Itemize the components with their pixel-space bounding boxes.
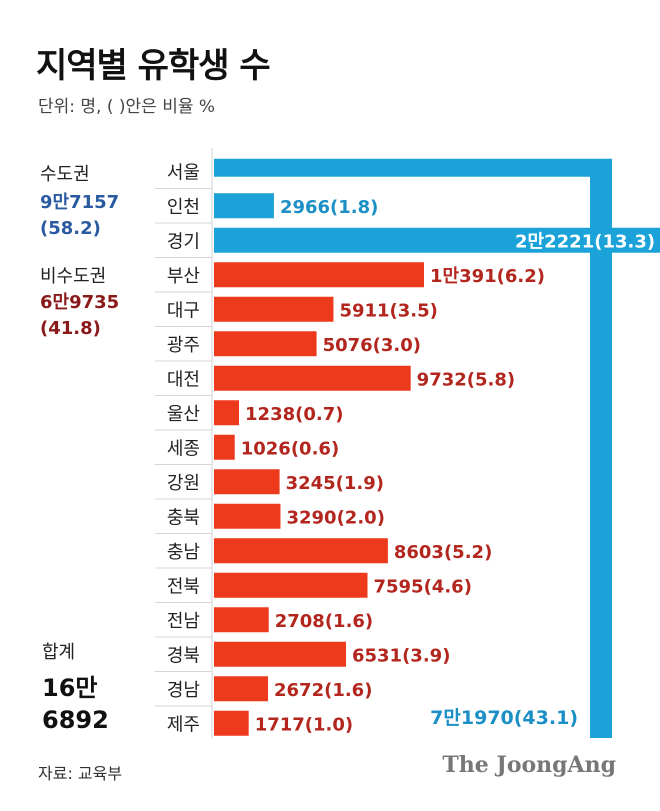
bar-label-13: 2708(1.6)	[275, 611, 373, 632]
region-label-15: 경남	[167, 680, 200, 701]
sum-label: 합계	[42, 642, 76, 663]
region-label-2: 경기	[167, 231, 200, 252]
bar-label-15: 2672(1.6)	[274, 680, 372, 701]
region-label-9: 강원	[167, 473, 200, 494]
region-label-8: 세종	[167, 438, 200, 459]
bar-label-1: 2966(1.8)	[280, 197, 378, 218]
region-label-16: 제주	[167, 714, 200, 735]
bar-6	[214, 365, 411, 391]
bar-4	[214, 296, 334, 322]
region-label-7: 울산	[167, 404, 200, 425]
capital-group-total: 9만7157 (58.2)	[40, 190, 119, 242]
bar-11	[214, 538, 388, 564]
region-label-5: 광주	[167, 335, 200, 356]
bar-2	[214, 227, 660, 253]
region-label-6: 대전	[167, 369, 200, 390]
bar-label-11: 8603(5.2)	[394, 542, 492, 563]
bar-10	[214, 503, 281, 529]
sum-value-line1: 16만	[42, 674, 98, 702]
region-label-10: 충북	[167, 507, 200, 528]
bar-8	[214, 434, 235, 460]
brand-logo: The JoongAng	[442, 752, 616, 778]
source-note: 자료: 교육부	[38, 764, 123, 783]
bar-label-5: 5076(3.0)	[323, 335, 421, 356]
noncapital-total-value: 6만9735	[40, 292, 120, 313]
bar-7	[214, 400, 240, 426]
bar-label-14: 6531(3.9)	[352, 645, 450, 666]
bar-9	[214, 469, 280, 495]
unit-note: 단위: 명, ( )안은 비율 %	[38, 97, 216, 117]
bar-label-12: 7595(4.6)	[373, 576, 471, 597]
region-label-13: 전남	[167, 611, 200, 632]
region-label-12: 전북	[167, 576, 200, 597]
bar-label-4: 5911(3.5)	[339, 300, 437, 321]
bar-label-16: 1717(1.0)	[255, 714, 353, 735]
bar-14	[214, 641, 346, 667]
capital-total-value: 9만7157	[40, 192, 120, 213]
bar-label-10: 3290(2.0)	[286, 507, 384, 528]
bar-15	[214, 676, 269, 702]
sum-value: 16만 6892	[42, 672, 109, 736]
chart-title: 지역별 유학생 수	[36, 46, 271, 86]
capital-group-label: 수도권	[40, 164, 90, 185]
bar-label-3: 1만391(6.2)	[430, 266, 545, 287]
region-label-0: 서울	[167, 162, 200, 183]
bar-13	[214, 607, 269, 633]
region-label-4: 대구	[167, 300, 200, 321]
bar-5	[214, 331, 317, 357]
bar-16	[214, 710, 249, 736]
bar-3	[214, 262, 424, 288]
bar-label-7: 1238(0.7)	[245, 404, 343, 425]
noncapital-group-label: 비수도권	[40, 266, 107, 287]
bar-label-9: 3245(1.9)	[286, 473, 384, 494]
noncapital-group-total: 6만9735 (41.8)	[40, 290, 119, 342]
bar-12	[214, 572, 368, 598]
capital-total-pct: (58.2)	[40, 218, 101, 239]
bar-label-6: 9732(5.8)	[417, 369, 515, 390]
region-label-14: 경북	[167, 645, 200, 666]
noncapital-total-pct: (41.8)	[40, 318, 101, 339]
region-label-11: 충남	[167, 542, 200, 563]
sum-value-line2: 6892	[42, 706, 109, 734]
bar-label-8: 1026(0.6)	[241, 438, 339, 459]
bar-1	[214, 193, 274, 219]
bar-label-seoul: 7만1970(43.1)	[430, 707, 578, 729]
region-label-1: 인천	[167, 197, 200, 218]
region-label-3: 부산	[167, 266, 200, 287]
bar-label-2: 2만2221(13.3)	[515, 231, 655, 252]
